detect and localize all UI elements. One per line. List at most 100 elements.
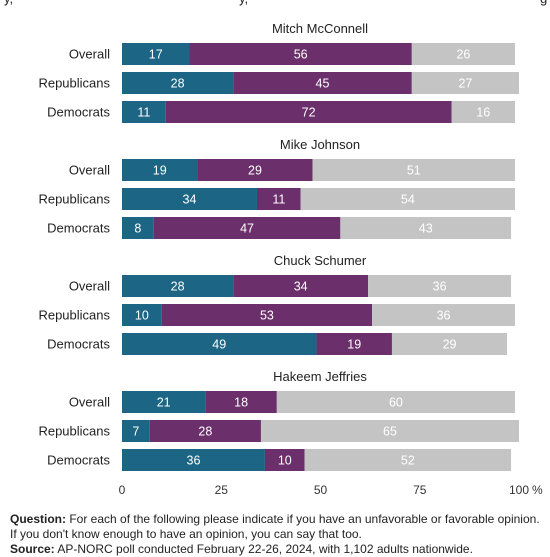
bar-segment [233,275,369,297]
data-label: 16 [476,106,490,120]
bar-segment [411,43,516,65]
row-label: Overall [69,163,110,178]
bar-segment [161,304,373,326]
data-label: 7 [132,425,139,439]
row-label: Democrats [47,221,110,236]
data-label: 28 [198,425,212,439]
x-tick-unit: % [532,483,543,497]
source-label: Source: [10,542,55,556]
row-label: Overall [69,279,110,294]
row-label: Democrats [47,453,110,468]
group-title: Hakeem Jeffries [273,369,367,384]
cropped-text-right: g [540,0,547,6]
data-label: 10 [278,454,292,468]
cropped-text-middle: y, [239,0,248,6]
bar-segment [122,391,206,413]
bar-segment [165,101,452,123]
row-label: Democrats [47,337,110,352]
question-label: Question: [10,512,66,526]
bar-segment [122,304,162,326]
data-label: 65 [383,425,397,439]
data-label: 10 [135,309,149,323]
data-label: 26 [456,48,470,62]
bar-segment [300,188,516,210]
data-label: 28 [171,280,185,294]
bar-segment [368,275,512,297]
bar-segment [340,217,512,239]
bar-segment [372,304,516,326]
bar-segment [312,159,516,181]
data-label: 56 [294,48,308,62]
data-label: 51 [407,164,421,178]
bar-segment [122,101,166,123]
group-title: Mitch McConnell [272,21,368,36]
source-text: AP-NORC poll conducted February 22-26, 2… [57,542,473,556]
data-label: 49 [212,338,226,352]
bar-segment [304,449,512,471]
bar-segment [122,449,265,471]
bar-segment [391,333,508,355]
row-label: Republicans [38,424,110,439]
stacked-bar-chart: Mitch McConnell Overall 17 56 26 Republicans 2… [38,21,543,497]
row-label: Democrats [47,105,110,120]
data-label: 27 [458,77,472,91]
data-label: 43 [419,222,433,236]
bar-segment [122,333,317,355]
bar-segment [122,188,257,210]
bar-segment [189,43,412,65]
row-label: Republicans [38,308,110,323]
data-label: 36 [187,454,201,468]
row-label: Overall [69,47,110,62]
bar-segment [149,420,261,442]
data-label: 34 [183,193,197,207]
bar-segment [153,217,341,239]
data-label: 21 [157,396,171,410]
bar-segment [411,72,519,94]
data-label: 54 [401,193,415,207]
data-label: 19 [347,338,361,352]
x-tick-label: 25 [215,483,229,497]
data-label: 19 [153,164,167,178]
data-label: 52 [401,454,415,468]
data-label: 60 [389,396,403,410]
bar-segment [122,217,154,239]
cropped-subtitle: y, y, g [0,0,550,7]
x-tick-label: 50 [314,483,328,497]
bar-segment [316,333,392,355]
data-label: 17 [149,48,163,62]
group-title: Chuck Schumer [274,253,367,268]
bar-segment [122,275,234,297]
bar-segment [256,188,301,210]
bar-segment [260,420,519,442]
bar-segment [205,391,277,413]
data-label: 8 [134,222,141,236]
data-label: 36 [433,280,447,294]
row-label: Overall [69,395,110,410]
data-label: 47 [240,222,254,236]
x-tick-label: 75 [413,483,427,497]
bar-segment [451,101,516,123]
chart-notes: Question: For each of the following plea… [10,512,542,557]
data-label: 36 [437,309,451,323]
data-label: 29 [443,338,457,352]
data-label: 28 [171,77,185,91]
data-label: 53 [260,309,274,323]
data-label: 34 [294,280,308,294]
data-label: 18 [234,396,248,410]
data-label: 29 [248,164,262,178]
bar-segment [122,43,190,65]
data-label: 11 [272,193,285,207]
bar-segment [276,391,516,413]
x-tick-label: 100 [509,483,529,497]
bar-segment [197,159,313,181]
data-label: 11 [137,106,150,120]
bar-segment [122,159,198,181]
bar-segment [233,72,412,94]
data-label: 72 [302,106,316,120]
data-label: 45 [316,77,330,91]
row-label: Republicans [38,192,110,207]
x-tick-label: 0 [119,483,126,497]
row-label: Republicans [38,76,110,91]
question-text: For each of the following please indicat… [10,512,540,541]
bar-segment [264,449,305,471]
